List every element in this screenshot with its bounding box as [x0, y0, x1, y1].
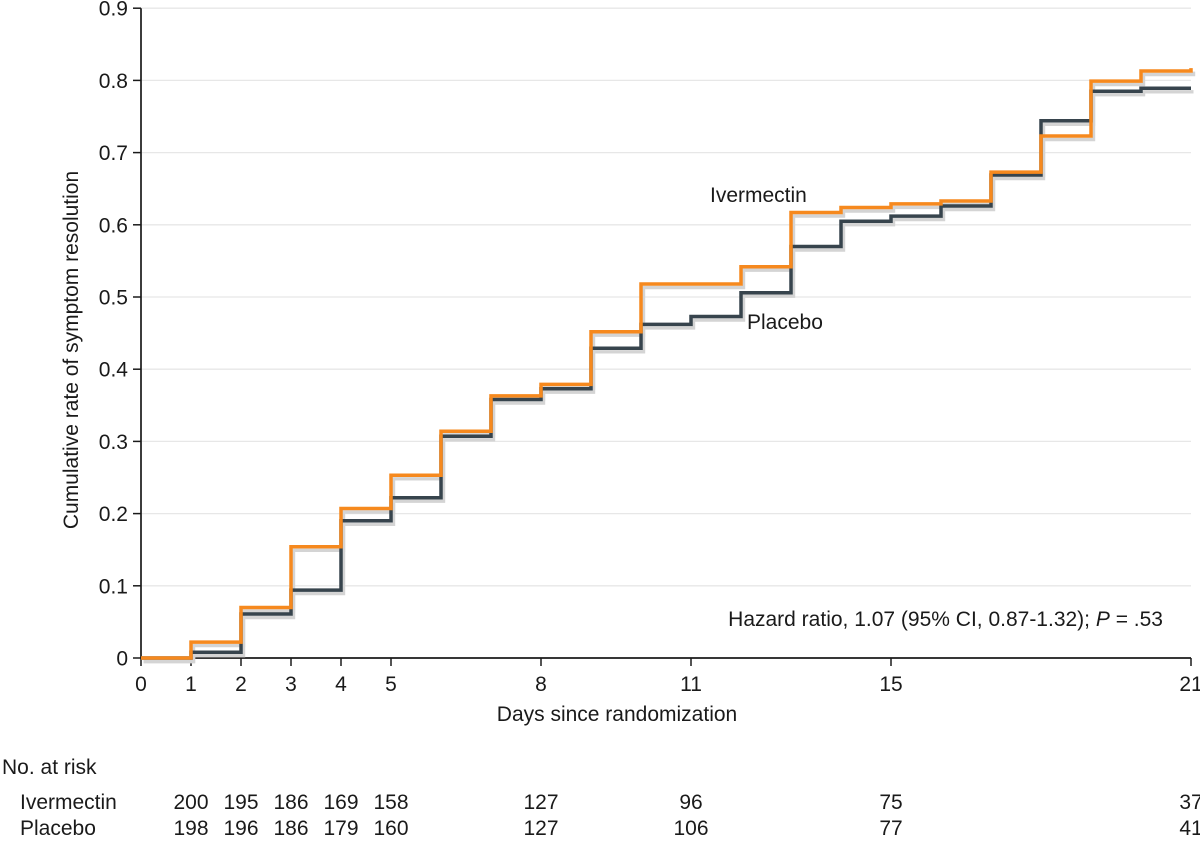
y-tick-label: 0.1 — [99, 575, 128, 598]
x-tick-label: 0 — [135, 673, 147, 696]
x-tick-label: 3 — [285, 673, 297, 696]
series-label-ivermectin: Ivermectin — [710, 184, 807, 207]
annotation-p-value: = .53 — [1109, 608, 1163, 631]
ivermectin-curve-shadow — [143, 71, 1196, 664]
y-tick-label: 0.9 — [99, 0, 128, 21]
x-tick-label: 2 — [235, 673, 247, 696]
y-tick-label: 0.2 — [99, 503, 128, 526]
x-tick-label: 8 — [535, 673, 547, 696]
y-tick-label: 0.4 — [99, 359, 129, 382]
series-label-placebo: Placebo — [747, 311, 823, 334]
y-tick-label: 0.7 — [99, 142, 128, 165]
x-tick-label: 4 — [335, 673, 347, 696]
placebo-curve-shadow — [143, 90, 1194, 664]
y-axis-title: Cumulative rate of symptom resolution — [60, 170, 83, 530]
y-tick-label: 0.6 — [99, 214, 128, 237]
x-tick-label: 1 — [185, 673, 197, 696]
x-tick-label: 15 — [879, 673, 902, 696]
hazard-ratio-annotation: Hazard ratio, 1.07 (95% CI, 0.87-1.32); … — [728, 608, 1163, 632]
x-tick-label: 11 — [680, 673, 702, 696]
x-tick-label: 5 — [385, 673, 397, 696]
y-tick-label: 0.3 — [99, 431, 128, 454]
annotation-p-italic: P — [1095, 608, 1110, 631]
x-axis-title: Days since randomization — [496, 703, 738, 726]
y-tick-label: 0.5 — [99, 287, 128, 310]
y-tick-label: 0 — [116, 648, 128, 671]
placebo-curve — [141, 86, 1191, 660]
ivermectin-curve — [141, 68, 1193, 660]
y-tick-label: 0.8 — [99, 70, 128, 93]
annotation-text: Hazard ratio, 1.07 (95% CI, 0.87-1.32); — [728, 608, 1096, 631]
x-tick-label: 21 — [1179, 673, 1200, 696]
